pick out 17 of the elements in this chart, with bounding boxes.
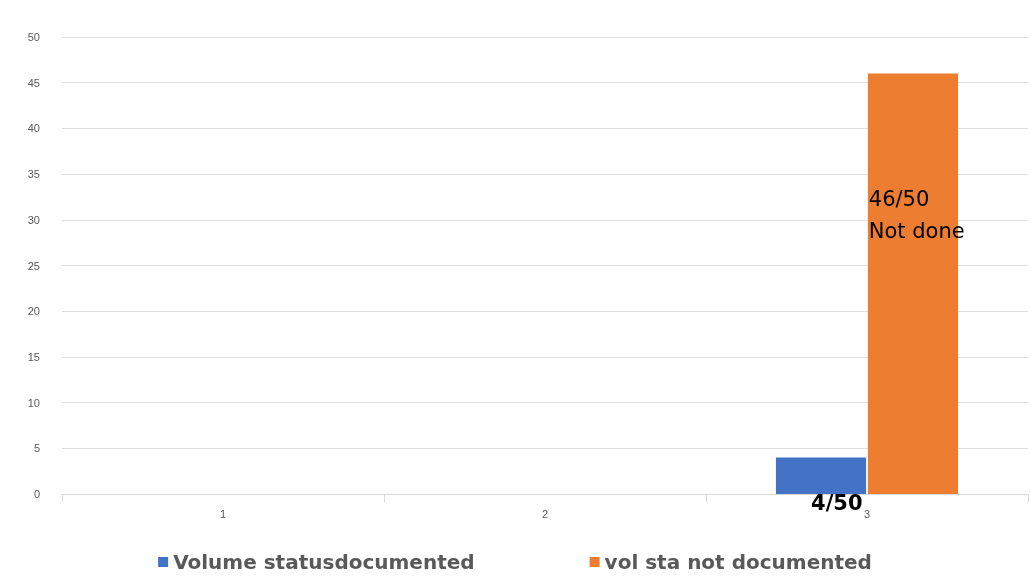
y-tick-label: 35	[27, 168, 40, 181]
y-tick-label: 40	[27, 122, 40, 135]
legend-label: Volume statusdocumented	[173, 550, 475, 574]
y-tick-label: 0	[33, 488, 40, 500]
x-tick-label: 3	[863, 507, 871, 520]
x-tick-label: 1	[219, 507, 227, 520]
y-tick-label: 50	[27, 31, 40, 43]
data-label: 4/50	[811, 490, 863, 515]
y-tick-label: 45	[27, 76, 40, 89]
y-tick-label: 15	[27, 350, 40, 363]
y-tick-label: 5	[33, 442, 40, 455]
y-tick-label: 20	[27, 305, 40, 318]
x-tick-label: 2	[541, 507, 549, 520]
y-tick-label: 25	[27, 259, 40, 272]
legend-label: vol sta not documented	[604, 550, 872, 574]
y-tick-label: 10	[27, 396, 40, 409]
y-tick-label: 30	[27, 213, 40, 226]
